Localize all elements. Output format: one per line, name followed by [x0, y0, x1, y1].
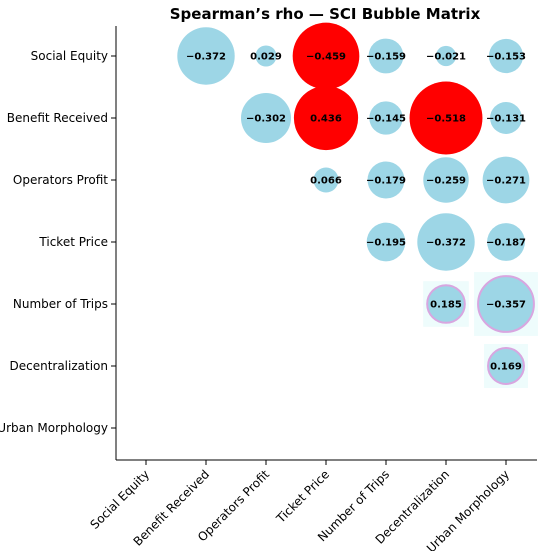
- bubble-benefit-received-x-number-of-trips: [369, 101, 403, 135]
- bubble-benefit-received-x-operators-profit: [240, 92, 292, 144]
- x-tick-label-social-equity: Social Equity: [88, 467, 153, 532]
- value-label-operators-profit-x-urban-morphology: −0.271: [486, 176, 526, 187]
- y-tick-label-decentralization: Decentralization: [9, 359, 108, 373]
- y-tick-label-ticket-price: Ticket Price: [38, 235, 108, 249]
- bubble-ticket-price-x-decentralization: [417, 213, 475, 271]
- value-label-social-equity-x-ticket-price: −0.459: [306, 52, 346, 63]
- bubble-social-equity-x-ticket-price: [292, 22, 360, 90]
- bubble-operators-profit-x-number-of-trips: [367, 161, 405, 199]
- value-label-benefit-received-x-urban-morphology: −0.131: [486, 114, 526, 125]
- bubble-number-of-trips-x-urban-morphology: [477, 275, 535, 333]
- bubble-benefit-received-x-decentralization: [409, 81, 483, 155]
- y-tick-label-number-of-trips: Number of Trips: [13, 297, 108, 311]
- bubble-decentralization-x-urban-morphology: [487, 347, 525, 385]
- axis-ticks: [111, 55, 507, 465]
- value-label-ticket-price-x-decentralization: −0.372: [426, 238, 466, 249]
- bubble-operators-profit-x-urban-morphology: [482, 156, 530, 204]
- y-tick-label-operators-profit: Operators Profit: [13, 173, 108, 187]
- value-label-number-of-trips-x-urban-morphology: −0.357: [486, 300, 526, 311]
- value-label-number-of-trips-x-decentralization: 0.185: [430, 300, 462, 311]
- y-tick-labels: Social Equity Benefit Received Operators P…: [0, 49, 108, 435]
- value-label-benefit-received-x-number-of-trips: −0.145: [366, 114, 406, 125]
- value-label-benefit-received-x-ticket-price: 0.436: [310, 114, 342, 125]
- value-label-decentralization-x-urban-morphology: 0.169: [490, 362, 522, 373]
- y-tick-label-benefit-received: Benefit Received: [7, 111, 108, 125]
- value-label-ticket-price-x-number-of-trips: −0.195: [366, 238, 406, 249]
- bubble-benefit-received-x-urban-morphology: [490, 102, 522, 134]
- value-label-benefit-received-x-operators-profit: −0.302: [246, 114, 286, 125]
- bubble-social-equity-x-decentralization: [435, 45, 457, 67]
- y-tick-label-social-equity: Social Equity: [31, 49, 108, 63]
- bubble-benefit-received-x-ticket-price: [293, 85, 359, 151]
- bubble-operators-profit-x-ticket-price: [313, 167, 339, 193]
- bubble-social-equity-x-benefit-received: [177, 27, 235, 85]
- bubble-ticket-price-x-urban-morphology: [487, 223, 525, 261]
- value-label-benefit-received-x-decentralization: −0.518: [426, 114, 466, 125]
- x-tick-label-ticket-price: Ticket Price: [273, 467, 332, 526]
- chart-title: Spearman’s rho — SCI Bubble Matrix: [170, 5, 481, 23]
- value-label-social-equity-x-urban-morphology: −0.153: [486, 52, 526, 63]
- bubble-value-labels: −0.372 0.029 −0.459 −0.159 −0.021 −0.153 −0.30…: [186, 52, 526, 373]
- value-label-operators-profit-x-ticket-price: 0.066: [310, 176, 342, 187]
- value-label-operators-profit-x-number-of-trips: −0.179: [366, 176, 406, 187]
- bubble-number-of-trips-x-decentralization: [426, 284, 466, 324]
- bubble-social-equity-x-operators-profit: [255, 45, 277, 67]
- value-label-social-equity-x-number-of-trips: −0.159: [366, 52, 406, 63]
- bubble-social-equity-x-urban-morphology: [488, 38, 524, 74]
- bubble-social-equity-x-number-of-trips: [368, 38, 404, 74]
- y-tick-label-urban-morphology: Urban Morphology: [0, 421, 108, 435]
- value-label-social-equity-x-decentralization: −0.021: [426, 52, 466, 63]
- bubble-ticket-price-x-number-of-trips: [366, 222, 406, 262]
- bubbles: [177, 22, 535, 385]
- value-label-social-equity-x-operators-profit: 0.029: [250, 52, 282, 63]
- value-label-social-equity-x-benefit-received: −0.372: [186, 52, 226, 63]
- value-label-operators-profit-x-decentralization: −0.259: [426, 176, 466, 187]
- value-label-ticket-price-x-urban-morphology: −0.187: [486, 238, 526, 249]
- bubble-operators-profit-x-decentralization: [423, 157, 469, 203]
